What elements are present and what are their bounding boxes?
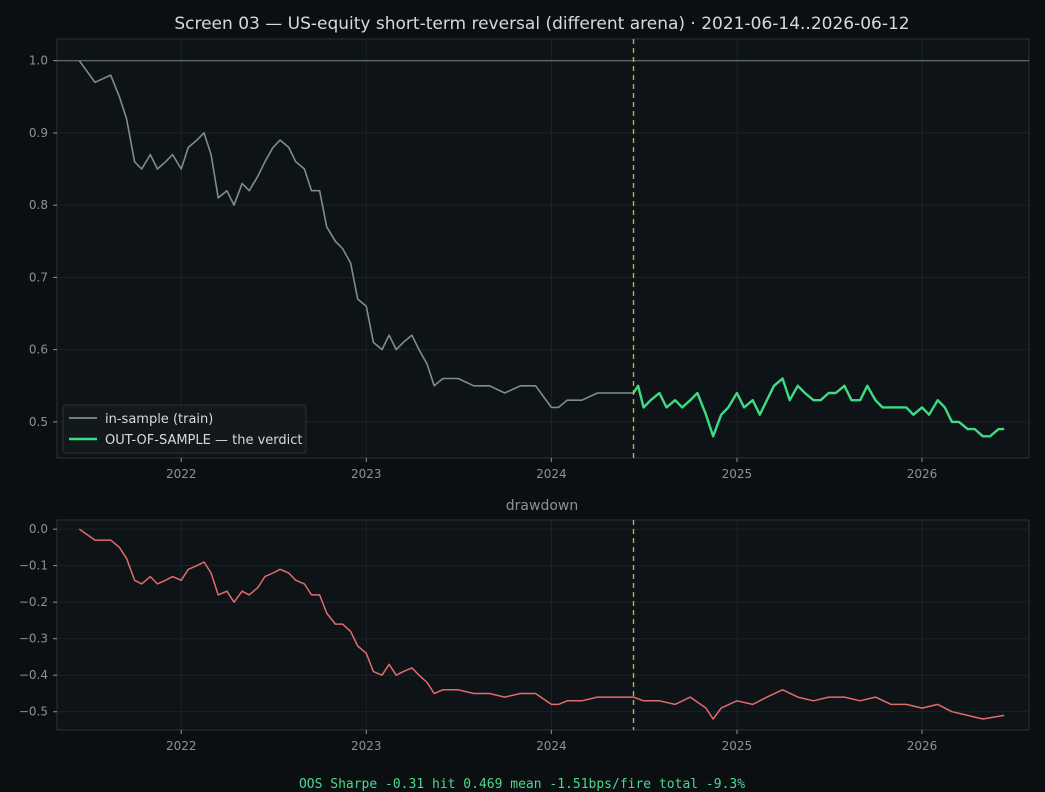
legend-box	[62, 404, 307, 454]
x-tick-label: 2022	[166, 467, 197, 481]
y-tick-label: 0.0	[29, 522, 48, 536]
series-line-0	[78, 528, 1005, 720]
legend: in-sample (train) OUT-OF-SAMPLE — the ver…	[62, 404, 307, 454]
x-tick-label: 2026	[907, 739, 938, 753]
plot-area	[56, 519, 1030, 731]
series-line-1	[632, 377, 1005, 438]
y-tick-label: −0.5	[19, 705, 48, 719]
x-tick-label: 2025	[722, 467, 753, 481]
oos-stats-footer: OOS Sharpe -0.31 hit 0.469 mean -1.51bps…	[299, 777, 745, 792]
y-tick-label: −0.2	[19, 595, 48, 609]
x-tick-label: 2024	[536, 739, 567, 753]
drawdown-title: drawdown	[506, 498, 578, 514]
chart-title: Screen 03 — US-equity short-term reversa…	[174, 14, 909, 34]
legend-label: in-sample (train)	[105, 412, 213, 427]
x-tick-label: 2026	[907, 467, 938, 481]
x-tick-label: 2022	[166, 739, 197, 753]
x-tick-label: 2023	[351, 739, 382, 753]
x-tick-label: 2023	[351, 467, 382, 481]
drawdown-panel: 0.0 −0.1 −0.2 −0.3 −0.4 −0.5 2022 2023 2024 2025 2…	[19, 519, 1030, 753]
y-tick-label: −0.4	[19, 668, 48, 682]
y-tick-label: 0.8	[29, 198, 48, 212]
x-tick-label: 2025	[722, 739, 753, 753]
equity-panel: 1.0 0.9 0.8 0.7 0.6 0.5 2022 2023 2024 2025 2026	[29, 38, 1030, 481]
series-line-0	[78, 60, 634, 409]
y-tick-label: 0.5	[29, 415, 48, 429]
y-tick-label: 0.9	[29, 126, 48, 140]
y-tick-label: 0.7	[29, 270, 48, 284]
x-tick-label: 2024	[536, 467, 567, 481]
y-tick-label: 0.6	[29, 343, 48, 357]
y-tick-label: −0.3	[19, 632, 48, 646]
y-tick-label: −0.1	[19, 559, 48, 573]
y-tick-label: 1.0	[29, 54, 48, 68]
legend-label: OUT-OF-SAMPLE — the verdict	[105, 433, 303, 448]
